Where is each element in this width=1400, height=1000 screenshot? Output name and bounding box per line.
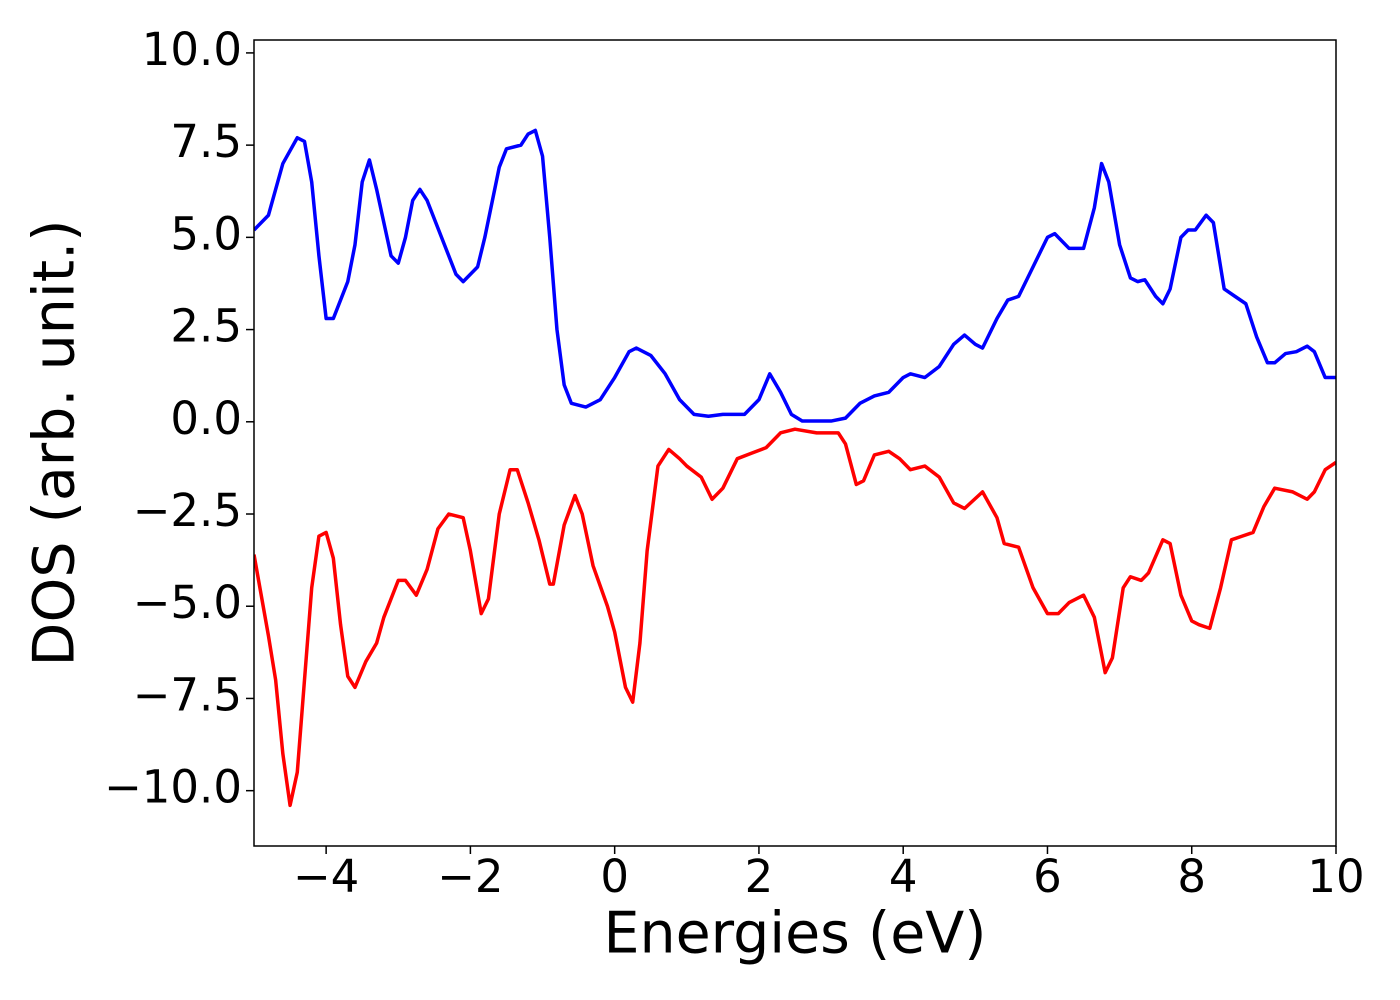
y-tick-label: −5.0 — [133, 576, 242, 629]
y-axis-label: DOS (arb. unit.) — [22, 220, 88, 667]
plot-frame — [253, 39, 1337, 847]
y-tick-label: 5.0 — [170, 207, 242, 260]
y-tick-label: −7.5 — [133, 668, 242, 721]
dos-line — [254, 427, 1336, 808]
x-tick-label: 4 — [889, 850, 918, 903]
y-tick-label: 2.5 — [170, 300, 242, 353]
x-axis-label: Energies (eV) — [603, 901, 986, 967]
x-tick-label: −4 — [293, 850, 359, 903]
y-tick-label: −10.0 — [104, 761, 242, 814]
x-tick-label: 10 — [1307, 850, 1364, 903]
x-tick-label: 0 — [600, 850, 629, 903]
y-tick-label: 0.0 — [170, 392, 242, 445]
y-tick-label: 10.0 — [142, 23, 242, 76]
y-tick-label: −2.5 — [133, 484, 242, 537]
dos-line — [254, 128, 1336, 423]
x-tick-label: 8 — [1177, 850, 1206, 903]
x-tick-label: −2 — [437, 850, 503, 903]
y-tick-label: 7.5 — [170, 115, 242, 168]
x-tick-label: 2 — [745, 850, 774, 903]
x-tick-label: 6 — [1033, 850, 1062, 903]
